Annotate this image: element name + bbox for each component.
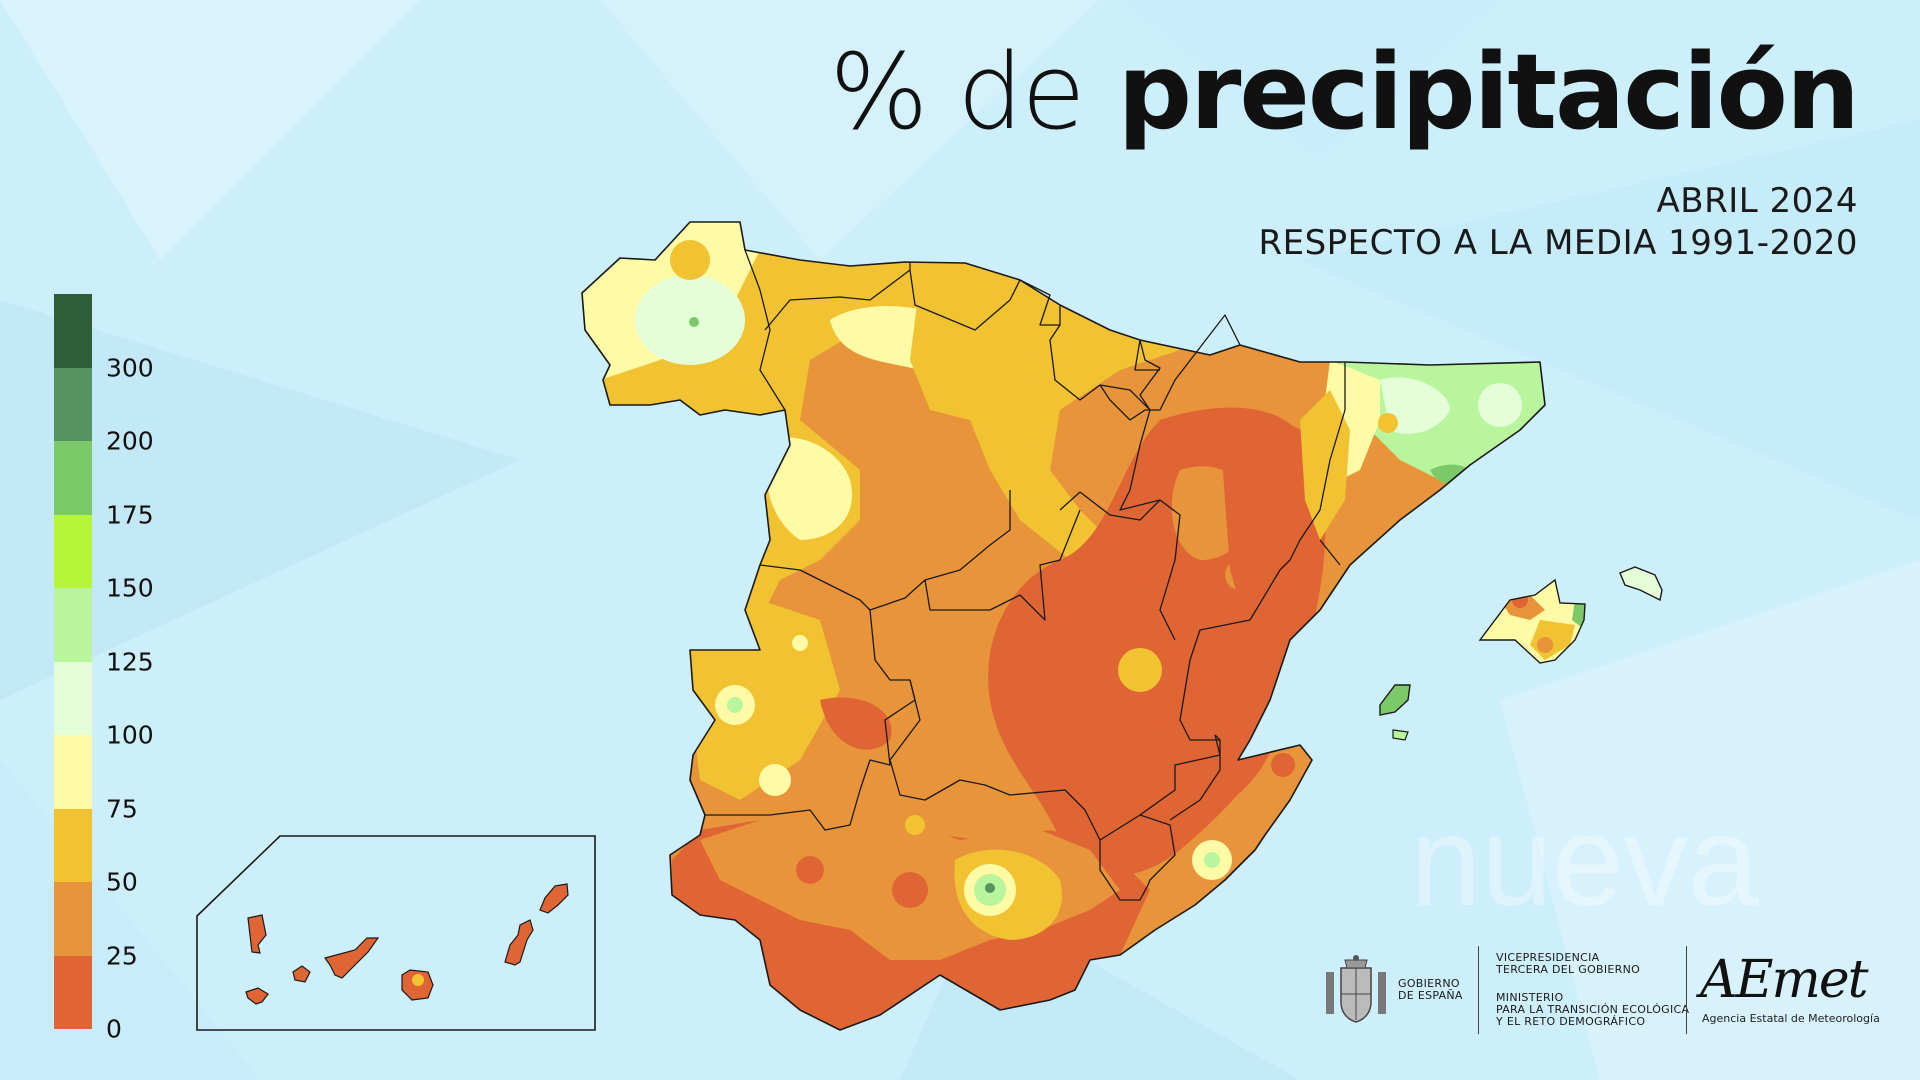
subtitle: ABRIL 2024 RESPECTO A LA MEDIA 1991-2020: [1258, 180, 1858, 264]
watermark: nueva: [1410, 790, 1760, 933]
page-title: % de precipitación: [830, 40, 1860, 144]
ministerio-line3: Y EL RETO DEMOGRÁFICO: [1496, 1015, 1646, 1028]
legend-label-50: 50: [106, 867, 138, 897]
legend-label-200: 200: [106, 426, 154, 456]
title-main: precipitación: [1117, 31, 1860, 153]
legend-swatch-175-200: [54, 441, 92, 515]
legend-swatch-125-150: [54, 588, 92, 662]
legend-swatch-0-25: [54, 955, 92, 1029]
gobierno-line1: GOBIERNO: [1398, 977, 1460, 990]
footer-logos: GOBIERNO DE ESPAÑA VICEPRESIDENCIA TERCE…: [1320, 940, 1880, 1040]
legend-label-300: 300: [106, 353, 154, 382]
legend-swatch-100-125: [54, 661, 92, 735]
title-prefix: % de: [829, 31, 1086, 153]
aemet-name: Agencia Estatal de Meteorología: [1702, 1012, 1880, 1025]
balearic-islands: [1379, 566, 1663, 741]
gobierno-line2: DE ESPAÑA: [1398, 989, 1463, 1002]
legend-label-150: 150: [106, 573, 154, 603]
legend-swatch-300plus: [54, 294, 92, 368]
legend-swatch-200-300: [54, 367, 92, 441]
legend-label-25: 25: [106, 941, 138, 970]
ministerio-line1: MINISTERIO: [1496, 991, 1564, 1004]
vicepresidencia-line2: TERCERA DEL GOBIERNO: [1496, 963, 1641, 976]
legend-label-125: 125: [106, 647, 154, 676]
legend-label-0: 0: [106, 1014, 122, 1044]
regional-borders: [705, 249, 1346, 901]
legend-swatch-25-50: [54, 882, 92, 956]
ministerio-line2: PARA LA TRANSICIÓN ECOLÓGICA: [1496, 1003, 1690, 1016]
aemet-logo: AEmet: [1700, 950, 1868, 1010]
legend-swatch-50-75: [54, 808, 92, 882]
vicepresidencia-line1: VICEPRESIDENCIA: [1496, 951, 1600, 964]
footer-separator-2: [1686, 946, 1687, 1034]
legend-swatch-150-175: [54, 514, 92, 588]
canary-islands-inset: [196, 835, 596, 1031]
subtitle-reference: RESPECTO A LA MEDIA 1991-2020: [1258, 223, 1858, 263]
legend-label-175: 175: [106, 500, 154, 529]
legend-label-75: 75: [106, 794, 138, 823]
coat-of-arms-icon: [1326, 955, 1386, 1023]
mainland-coastline: [581, 221, 1546, 1031]
legend-swatch-75-100: [54, 735, 92, 809]
subtitle-period: ABRIL 2024: [1656, 181, 1858, 221]
footer-separator-1: [1478, 946, 1479, 1034]
legend-label-100: 100: [106, 720, 154, 750]
